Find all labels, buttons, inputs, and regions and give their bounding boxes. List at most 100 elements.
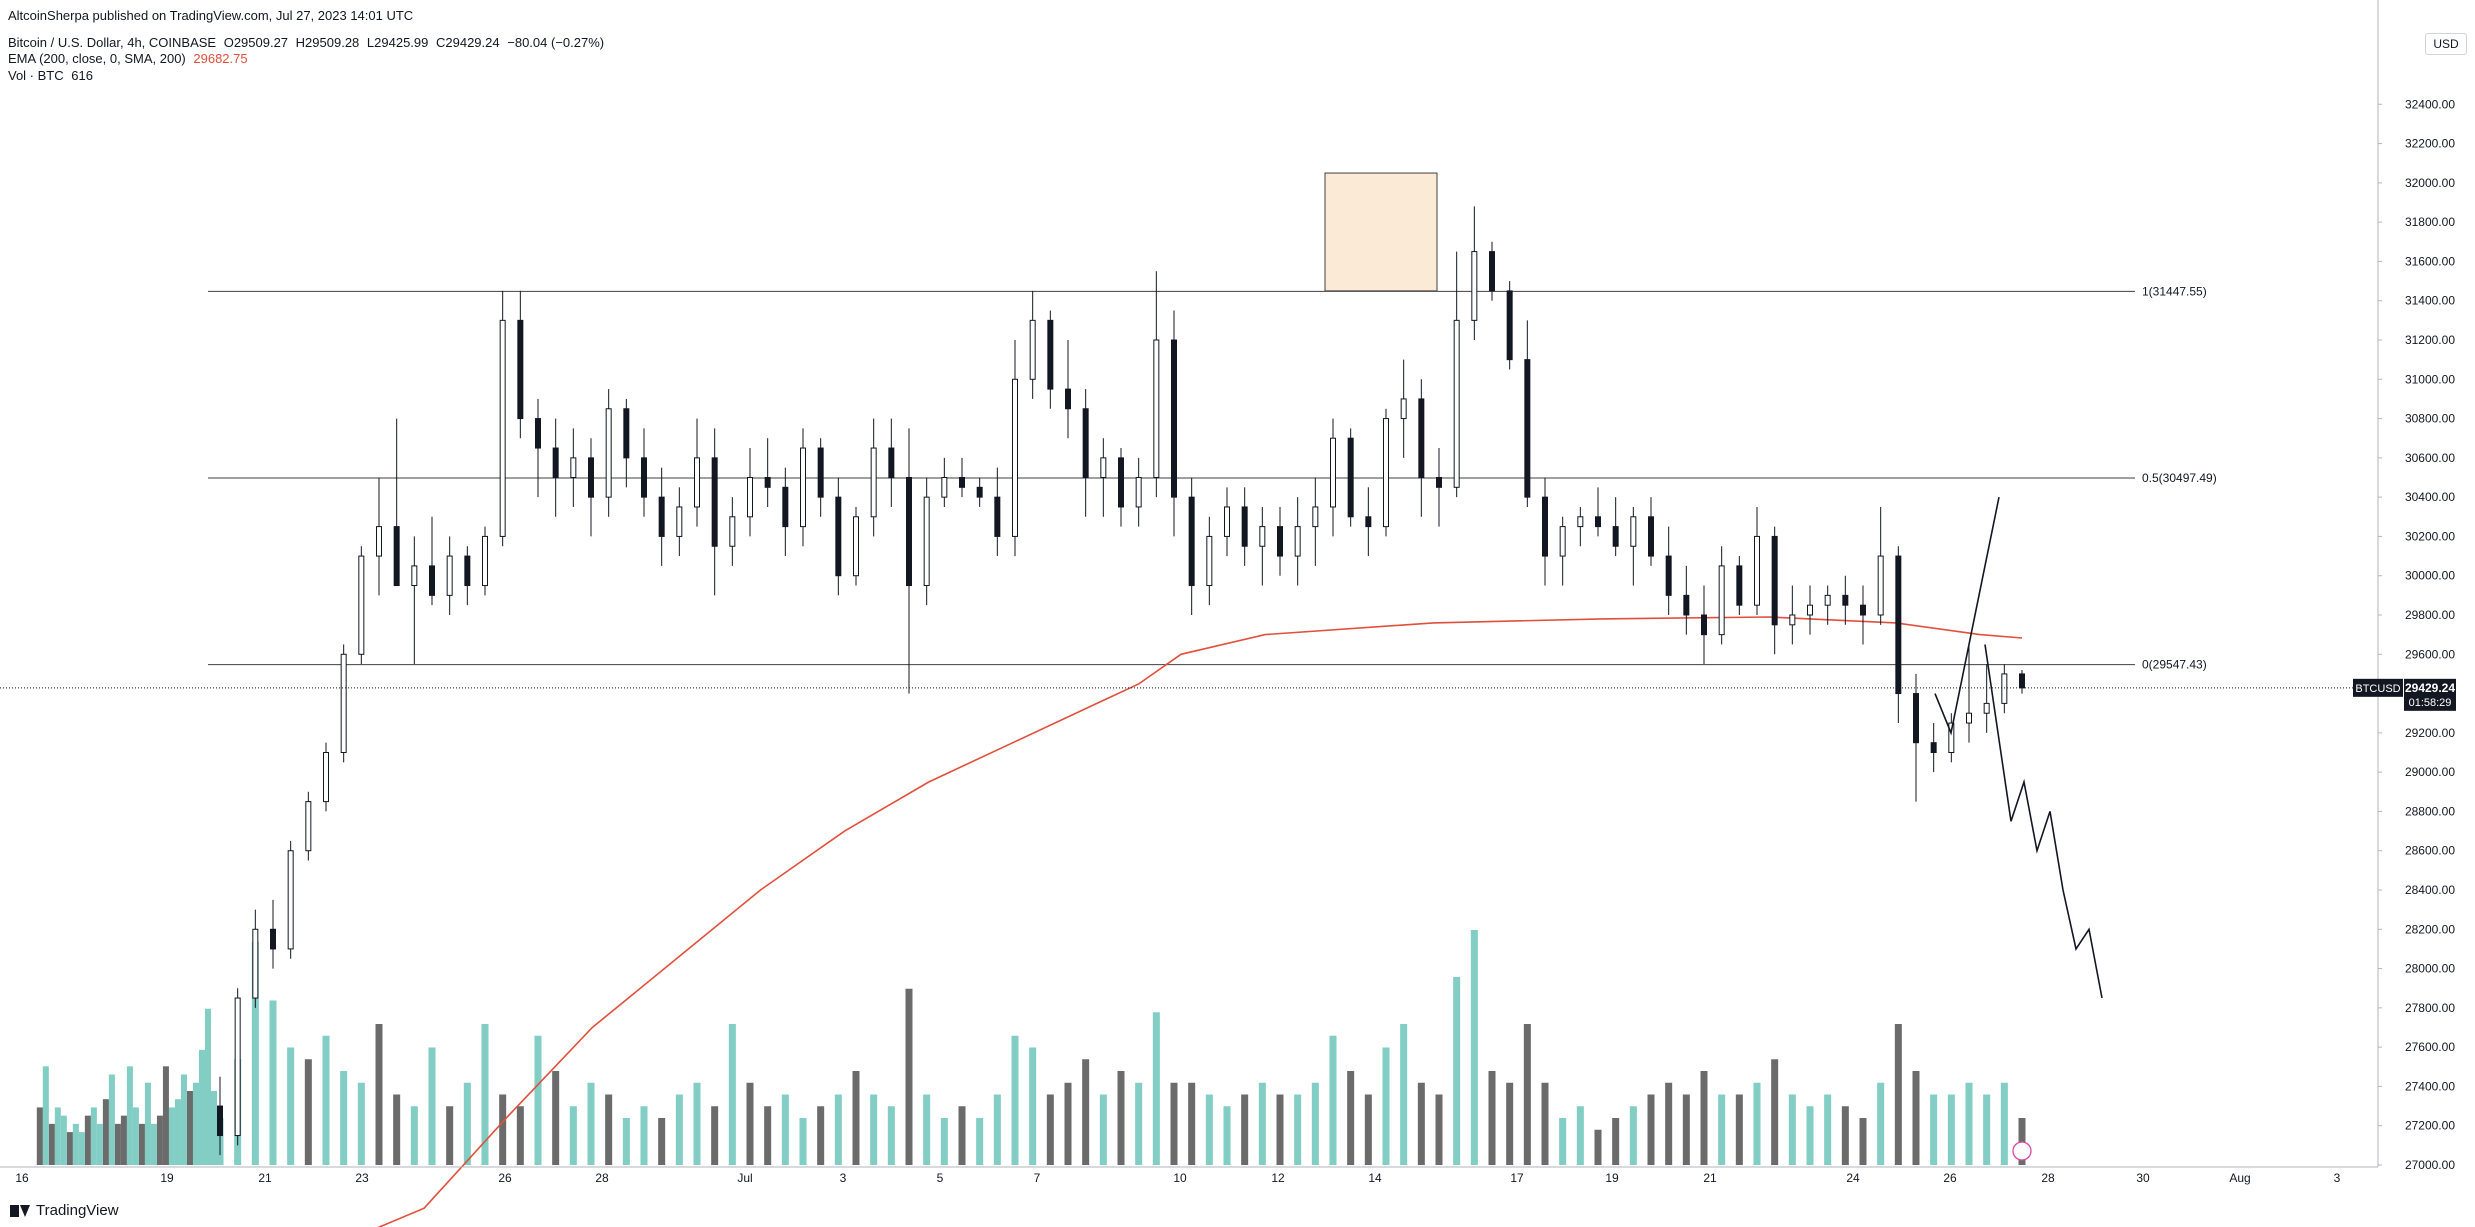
last-price-marker: BTCUSD 29429.24 01:58:29 (0, 678, 2456, 711)
volume-bar (1629, 1106, 1637, 1165)
tradingview-logo[interactable]: TradingView (10, 1202, 119, 1219)
symbol-legend[interactable]: Bitcoin / U.S. Dollar, 4h, COINBASE O295… (8, 35, 604, 51)
volume-bar (728, 1024, 736, 1165)
price-tick-label: 30400.00 (2405, 490, 2455, 504)
tradingview-logo-icon (10, 1204, 30, 1217)
candle-body (1118, 457, 1124, 508)
candle-body (906, 477, 912, 587)
volume-bar (1170, 1082, 1178, 1165)
volume-bar (428, 1047, 436, 1165)
volume-bar (304, 1059, 312, 1165)
volume-bar (192, 1082, 199, 1165)
candle-body (1418, 398, 1425, 478)
candle-body (1100, 457, 1107, 479)
volume-bar (1364, 1094, 1372, 1165)
volume-bar (90, 1107, 97, 1165)
candle-body (658, 496, 665, 537)
currency-button[interactable]: USD (2425, 33, 2467, 55)
candle-body (2001, 673, 2008, 704)
volume-bar (499, 1094, 507, 1165)
candle-body (1241, 506, 1248, 547)
volume-bar (1841, 1106, 1849, 1165)
volume-bar (72, 1123, 79, 1165)
volume-bar (1859, 1118, 1867, 1165)
volume-bar (1470, 930, 1478, 1165)
volume-bar (446, 1106, 454, 1165)
candle-body (1506, 290, 1513, 361)
candle-body (1966, 712, 1972, 724)
candle-body (1171, 339, 1177, 498)
volume-bar (150, 1123, 157, 1165)
volume-bar (1718, 1094, 1726, 1165)
volume-legend[interactable]: Vol · BTC 616 (8, 68, 93, 84)
candle-body (1047, 319, 1054, 390)
time-tick-label: 21 (258, 1171, 272, 1185)
price-tick-label: 29000.00 (2405, 765, 2455, 779)
ema-line (377, 616, 2023, 1227)
candle-body (605, 408, 612, 498)
volume-bar (870, 1094, 878, 1165)
candle-body (252, 928, 259, 999)
volume-bar (1294, 1094, 1302, 1165)
candle-body (1330, 437, 1336, 508)
symbol-title: Bitcoin / U.S. Dollar, 4h, COINBASE (8, 35, 217, 50)
volume-bar (1347, 1071, 1355, 1165)
price-tick-label: 30600.00 (2405, 451, 2455, 465)
volume-bar (1612, 1118, 1620, 1165)
candle-body (1259, 526, 1266, 547)
price-tick-label: 31200.00 (2405, 333, 2455, 347)
candle-body (1877, 555, 1884, 616)
volume-bar (1188, 1082, 1196, 1165)
ema-legend[interactable]: EMA (200, close, 0, SMA, 200) 29682.75 (8, 51, 248, 67)
volume-bar (1064, 1082, 1072, 1165)
price-tick-label: 31600.00 (2405, 254, 2455, 268)
volume-bar (463, 1082, 471, 1165)
candle-body (835, 496, 842, 577)
volume-bar (1082, 1059, 1090, 1165)
candle-body (800, 447, 806, 528)
candle-body (1683, 594, 1690, 616)
volume-bar (1682, 1094, 1690, 1165)
volume-bar (976, 1118, 984, 1165)
volume-bar (1506, 1082, 1514, 1165)
zone-rect (1324, 172, 1438, 292)
volume-bar (322, 1035, 330, 1165)
volume-bar (1011, 1035, 1019, 1165)
time-tick-label: 5 (937, 1171, 944, 1185)
time-tick-label: Aug (2229, 1171, 2250, 1185)
volume-bar (1824, 1094, 1832, 1165)
candle-body (1648, 516, 1654, 557)
volume-bar (1700, 1071, 1708, 1165)
volume-bar (693, 1082, 701, 1165)
candle-body (1224, 506, 1230, 537)
volume-bar (1771, 1059, 1779, 1165)
time-tick-label: 7 (1034, 1171, 1041, 1185)
volume-bar (923, 1094, 931, 1165)
candle-body (729, 516, 736, 547)
ema-value: 29682.75 (193, 51, 248, 66)
volume-bar (516, 1106, 524, 1165)
candle-body (1789, 614, 1796, 626)
candle-body (1718, 565, 1725, 636)
volume-bar (269, 1000, 277, 1165)
volume-bar (204, 1008, 211, 1165)
price-tick-label: 28000.00 (2405, 962, 2455, 976)
candle-body (976, 486, 983, 498)
candle-body (1930, 742, 1937, 754)
volume-bar (375, 1024, 383, 1165)
candles (217, 206, 2025, 1156)
candle-body (1188, 496, 1195, 587)
volume-bar (96, 1123, 103, 1165)
price-tick-label: 30800.00 (2405, 412, 2455, 426)
candle-body (323, 752, 329, 803)
volume-bar (174, 1099, 181, 1165)
volume-bar (156, 1115, 163, 1165)
time-tick-label: 12 (1271, 1171, 1285, 1185)
volume-bar (799, 1118, 807, 1165)
candle-body (270, 928, 276, 950)
candle-body (1012, 378, 1018, 537)
time-tick-label: 30 (2136, 1171, 2150, 1185)
price-tick-label: 31800.00 (2405, 215, 2455, 229)
candle-body (994, 496, 1001, 537)
